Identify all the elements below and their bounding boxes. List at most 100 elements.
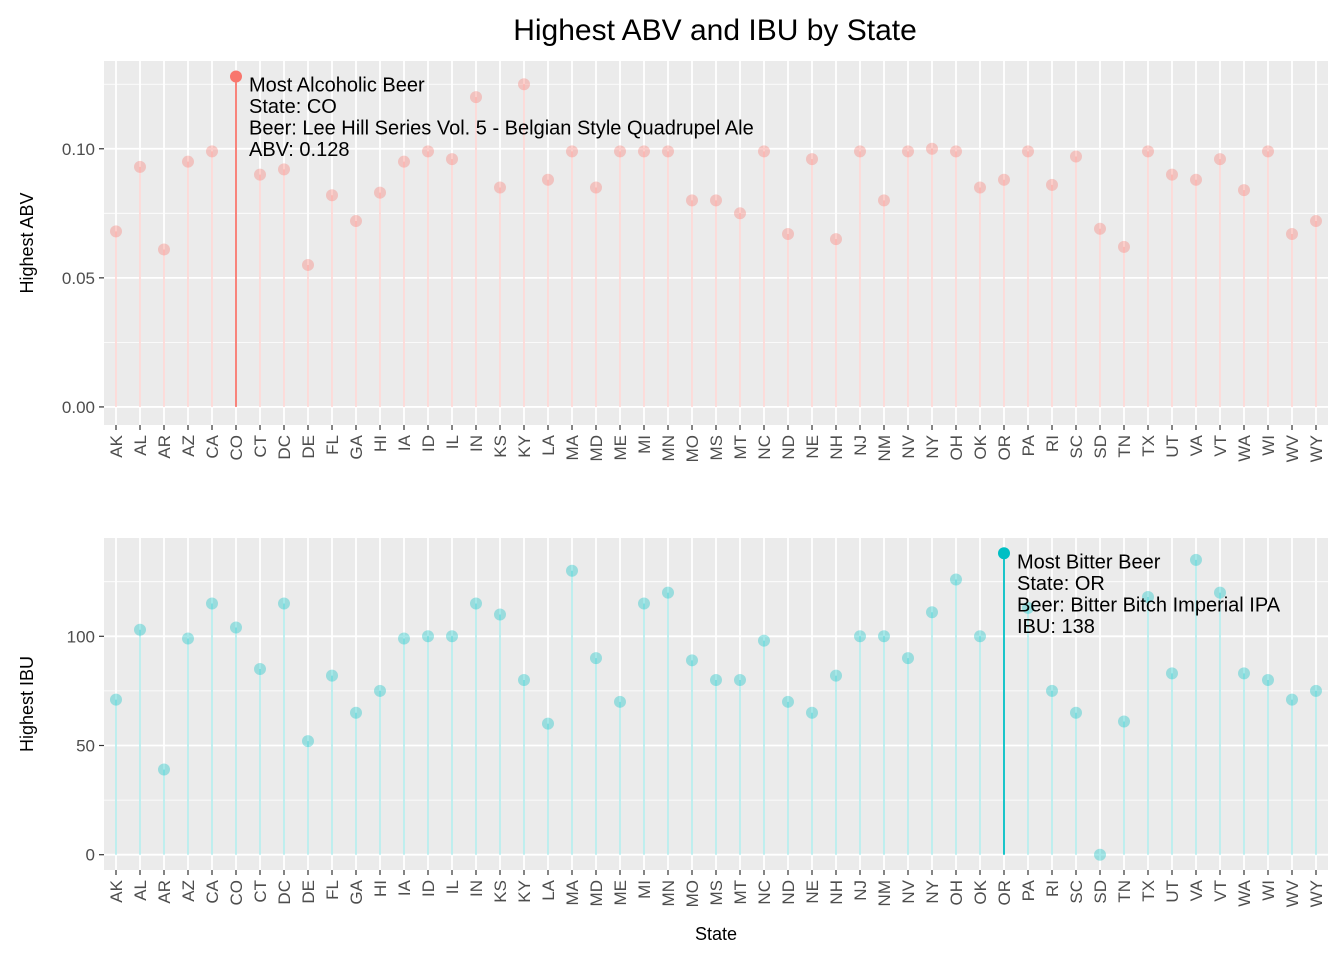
point-id bbox=[422, 145, 434, 158]
ibu-panel: 0 50 100 AK AL AR AZ CA CO CT DC DE FL GA HI IA ID IL IN KS… bbox=[17, 538, 1328, 944]
x-tick-label-or: OR bbox=[995, 435, 1014, 461]
x-tick-label-vt: VT bbox=[1211, 880, 1230, 902]
x-tick-label-la: LA bbox=[539, 879, 558, 900]
x-tick-label-ia: IA bbox=[395, 434, 414, 451]
x-tick-label-nc: NC bbox=[755, 435, 774, 460]
point-sc bbox=[1070, 150, 1082, 163]
point-id bbox=[422, 630, 434, 643]
point-md bbox=[590, 181, 602, 194]
point-nh bbox=[830, 233, 842, 246]
point-de bbox=[302, 258, 314, 271]
x-tick-label-ma: MA bbox=[563, 434, 582, 460]
point-ar bbox=[158, 763, 170, 776]
y-tick-label: 0.10 bbox=[62, 140, 95, 159]
x-tick-label-me: ME bbox=[611, 435, 630, 461]
highlight-annotation-line: ABV: 0.128 bbox=[249, 139, 349, 161]
point-mi bbox=[638, 597, 650, 610]
point-ne bbox=[806, 706, 818, 719]
x-tick-label-ar: AR bbox=[155, 880, 174, 904]
x-tick-label-wy: WY bbox=[1307, 880, 1326, 907]
x-tick-label-mi: MI bbox=[635, 880, 654, 899]
point-co bbox=[230, 621, 242, 634]
point-ca bbox=[206, 597, 218, 610]
x-tick-label-nj: NJ bbox=[851, 435, 870, 456]
x-tick-label-wv: WV bbox=[1283, 879, 1302, 907]
x-tick-label-ga: GA bbox=[347, 879, 366, 904]
x-tick-label-ca: CA bbox=[203, 879, 222, 903]
point-mt bbox=[734, 207, 746, 220]
x-tick-label-al: AL bbox=[131, 435, 150, 456]
highlight-annotation-line: State: OR bbox=[1017, 573, 1105, 595]
point-ak bbox=[110, 225, 122, 238]
point-pa bbox=[1022, 145, 1034, 158]
x-tick-label-ia: IA bbox=[395, 879, 414, 896]
point-ks bbox=[494, 181, 506, 194]
x-tick-label-tn: TN bbox=[1115, 880, 1134, 903]
x-tick-label-id: ID bbox=[419, 880, 438, 897]
point-va bbox=[1190, 553, 1202, 566]
x-tick-label-la: LA bbox=[539, 434, 558, 455]
point-hi bbox=[374, 186, 386, 199]
x-tick-label-ri: RI bbox=[1043, 880, 1062, 897]
point-ms bbox=[710, 673, 722, 686]
point-me bbox=[614, 695, 626, 708]
point-dc bbox=[278, 163, 290, 176]
point-ma bbox=[566, 145, 578, 158]
point-ri bbox=[1046, 178, 1058, 191]
x-tick-label-nd: ND bbox=[779, 880, 798, 905]
x-tick-label-ca: CA bbox=[203, 434, 222, 458]
point-sd bbox=[1094, 848, 1106, 861]
point-tn bbox=[1118, 240, 1130, 253]
x-tick-label-dc: DC bbox=[275, 435, 294, 460]
x-tick-label-ny: NY bbox=[923, 435, 942, 459]
x-tick-label-wi: WI bbox=[1259, 435, 1278, 456]
x-tick-label-nh: NH bbox=[827, 435, 846, 460]
point-vt bbox=[1214, 153, 1226, 166]
x-tick-label-vt: VT bbox=[1211, 435, 1230, 457]
y-tick-label: 100 bbox=[67, 627, 95, 646]
point-or bbox=[998, 547, 1010, 560]
x-tick-label-ok: OK bbox=[971, 879, 990, 904]
point-de bbox=[302, 735, 314, 748]
x-tick-label-nj: NJ bbox=[851, 880, 870, 901]
point-ca bbox=[206, 145, 218, 158]
x-tick-label-ks: KS bbox=[491, 435, 510, 458]
point-in bbox=[470, 91, 482, 104]
x-tick-label-mt: MT bbox=[731, 880, 750, 905]
x-tick-label-tn: TN bbox=[1115, 435, 1134, 458]
x-tick-label-ny: NY bbox=[923, 880, 942, 904]
point-sc bbox=[1070, 706, 1082, 719]
point-wy bbox=[1310, 684, 1322, 697]
point-nv bbox=[902, 145, 914, 158]
point-ok bbox=[974, 630, 986, 643]
point-ok bbox=[974, 181, 986, 194]
point-ga bbox=[350, 215, 362, 228]
x-tick-label-sc: SC bbox=[1067, 880, 1086, 904]
x-tick-label-oh: OH bbox=[947, 435, 966, 461]
point-nj bbox=[854, 630, 866, 643]
point-wa bbox=[1238, 667, 1250, 680]
x-tick-label-hi: HI bbox=[371, 435, 390, 452]
point-ks bbox=[494, 608, 506, 621]
x-tick-label-sc: SC bbox=[1067, 435, 1086, 459]
point-ar bbox=[158, 243, 170, 256]
point-mo bbox=[686, 654, 698, 667]
point-az bbox=[182, 155, 194, 168]
x-tick-label-va: VA bbox=[1187, 879, 1206, 901]
x-tick-label-nd: ND bbox=[779, 435, 798, 460]
point-al bbox=[134, 160, 146, 173]
x-tick-label-wi: WI bbox=[1259, 880, 1278, 901]
x-tick-label-ct: CT bbox=[251, 435, 270, 458]
x-tick-label-pa: PA bbox=[1019, 879, 1038, 901]
x-tick-label-dc: DC bbox=[275, 880, 294, 905]
point-nd bbox=[782, 695, 794, 708]
x-tick-label-in: IN bbox=[467, 435, 486, 452]
point-wi bbox=[1262, 145, 1274, 158]
point-mo bbox=[686, 194, 698, 207]
point-nj bbox=[854, 145, 866, 158]
x-tick-label-nm: NM bbox=[875, 435, 894, 461]
point-nd bbox=[782, 227, 794, 240]
chart-title: Highest ABV and IBU by State bbox=[513, 14, 917, 47]
point-ny bbox=[926, 142, 938, 155]
